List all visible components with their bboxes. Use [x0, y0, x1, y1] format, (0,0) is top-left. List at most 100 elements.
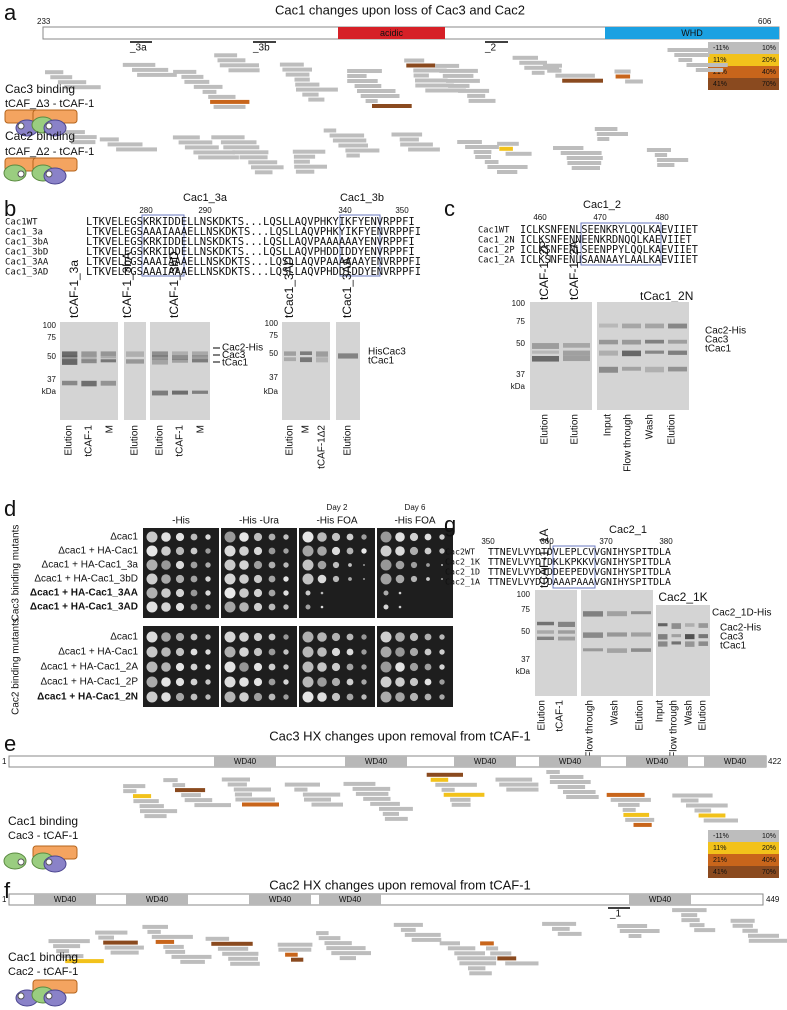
yeast-spot	[398, 605, 402, 609]
column-header: -His	[172, 516, 190, 527]
peptide	[294, 787, 308, 792]
peptide	[228, 68, 260, 73]
domain-label: acidic	[380, 28, 404, 38]
lane-label: tCAF-1Δ2	[317, 425, 328, 469]
band-label: HisCac3	[368, 347, 406, 358]
yeast-spot	[190, 693, 198, 701]
peptide	[48, 939, 90, 944]
peptide	[459, 961, 497, 966]
yeast-spot	[305, 590, 311, 596]
yeast-spot	[268, 561, 276, 569]
peptide	[560, 151, 602, 155]
gel-band	[599, 350, 618, 356]
yeast-spot	[161, 677, 171, 687]
yeast-spot	[146, 631, 158, 643]
yeast-spot	[161, 662, 171, 672]
gel-band	[698, 641, 708, 646]
mw-marker: 75	[516, 317, 525, 326]
mw-marker: 100	[517, 590, 531, 599]
sequence-name: Cac1_3bA	[5, 238, 49, 248]
panel-label: f	[4, 878, 11, 903]
peptide	[672, 793, 713, 798]
gel-band	[583, 611, 603, 617]
peptide	[318, 936, 341, 941]
yeast-spot	[205, 694, 211, 700]
yeast-spot	[302, 646, 314, 658]
peptide	[132, 67, 169, 72]
peptide	[64, 85, 101, 90]
range-label: 606	[758, 17, 772, 26]
peptide	[295, 82, 320, 87]
yeast-spot	[224, 676, 236, 688]
peptide	[155, 939, 175, 944]
peptide	[282, 67, 312, 72]
peptide	[680, 798, 699, 803]
gel-band	[62, 355, 78, 360]
peptide	[415, 78, 448, 83]
yeast-spot	[439, 634, 445, 640]
yeast-spot	[331, 647, 341, 657]
yeast-spot	[161, 560, 171, 570]
gel-title: tCAF-1_3bD	[167, 251, 181, 318]
gel-band	[192, 359, 208, 363]
lane-label: Elution	[537, 700, 548, 731]
peptide	[175, 788, 206, 793]
yeast-spot	[146, 676, 158, 688]
gel-band	[622, 323, 641, 329]
domain-label: WD40	[54, 895, 77, 904]
peptide	[202, 89, 217, 94]
yeast-spot	[395, 546, 405, 556]
peptide	[235, 797, 275, 802]
yeast-spot	[268, 663, 276, 671]
gel-band	[631, 611, 651, 615]
yeast-spot	[146, 661, 158, 673]
yeast-spot	[268, 603, 276, 611]
yeast-spot	[302, 573, 314, 585]
gel-band	[537, 621, 554, 626]
sequence: ICLKSNFENNEENKRDNQQLKAEVIIET	[520, 235, 692, 246]
yeast-spot	[239, 532, 249, 542]
peptide	[594, 127, 618, 131]
mw-marker: 50	[521, 627, 530, 636]
gel-band	[558, 621, 575, 627]
complex-icon	[17, 170, 25, 178]
peptide	[703, 818, 738, 823]
peptide	[454, 951, 485, 956]
peptide	[211, 135, 245, 140]
gel-band	[563, 350, 590, 356]
legend-swatch	[708, 830, 779, 842]
peptide	[194, 803, 231, 808]
peptide	[625, 817, 655, 822]
yeast-spot	[317, 532, 327, 542]
domain	[249, 894, 311, 905]
strain-label: Δcac1 + HA-Cac1_3AA	[30, 588, 138, 599]
peptide	[497, 170, 518, 174]
yeast-spot	[253, 560, 263, 570]
yeast-spot	[395, 632, 405, 642]
band-label: Cac2_1D-His	[712, 608, 771, 619]
peptide	[140, 809, 178, 814]
peptide	[442, 73, 474, 78]
sequence-name: Cac1_3bD	[5, 248, 48, 258]
strain-label: Δcac1 + HA-Cac1	[58, 546, 138, 557]
peptide	[552, 926, 570, 931]
panel-title: Cac1 changes upon loss of Cac3 and Cac2	[275, 2, 525, 17]
domain-label: WD40	[234, 757, 257, 766]
yeast-spot	[205, 634, 211, 640]
peptide	[618, 802, 640, 807]
gel-band	[126, 359, 144, 364]
peptide	[505, 961, 539, 966]
peptide	[654, 153, 668, 157]
gel-band	[172, 359, 188, 363]
track-title: Cac1 binding	[8, 950, 78, 964]
yeast-spot	[424, 663, 432, 671]
panel-label: d	[4, 496, 16, 521]
yeast-spot	[190, 575, 198, 583]
mw-marker: 50	[516, 339, 525, 348]
group-label: Cac3 binding mutants	[11, 525, 22, 622]
domain-label: WD40	[146, 895, 169, 904]
yeast-spot	[205, 576, 211, 582]
complex-icon	[45, 992, 53, 1000]
legend-label: 21%	[713, 69, 727, 76]
peptide	[360, 94, 400, 98]
